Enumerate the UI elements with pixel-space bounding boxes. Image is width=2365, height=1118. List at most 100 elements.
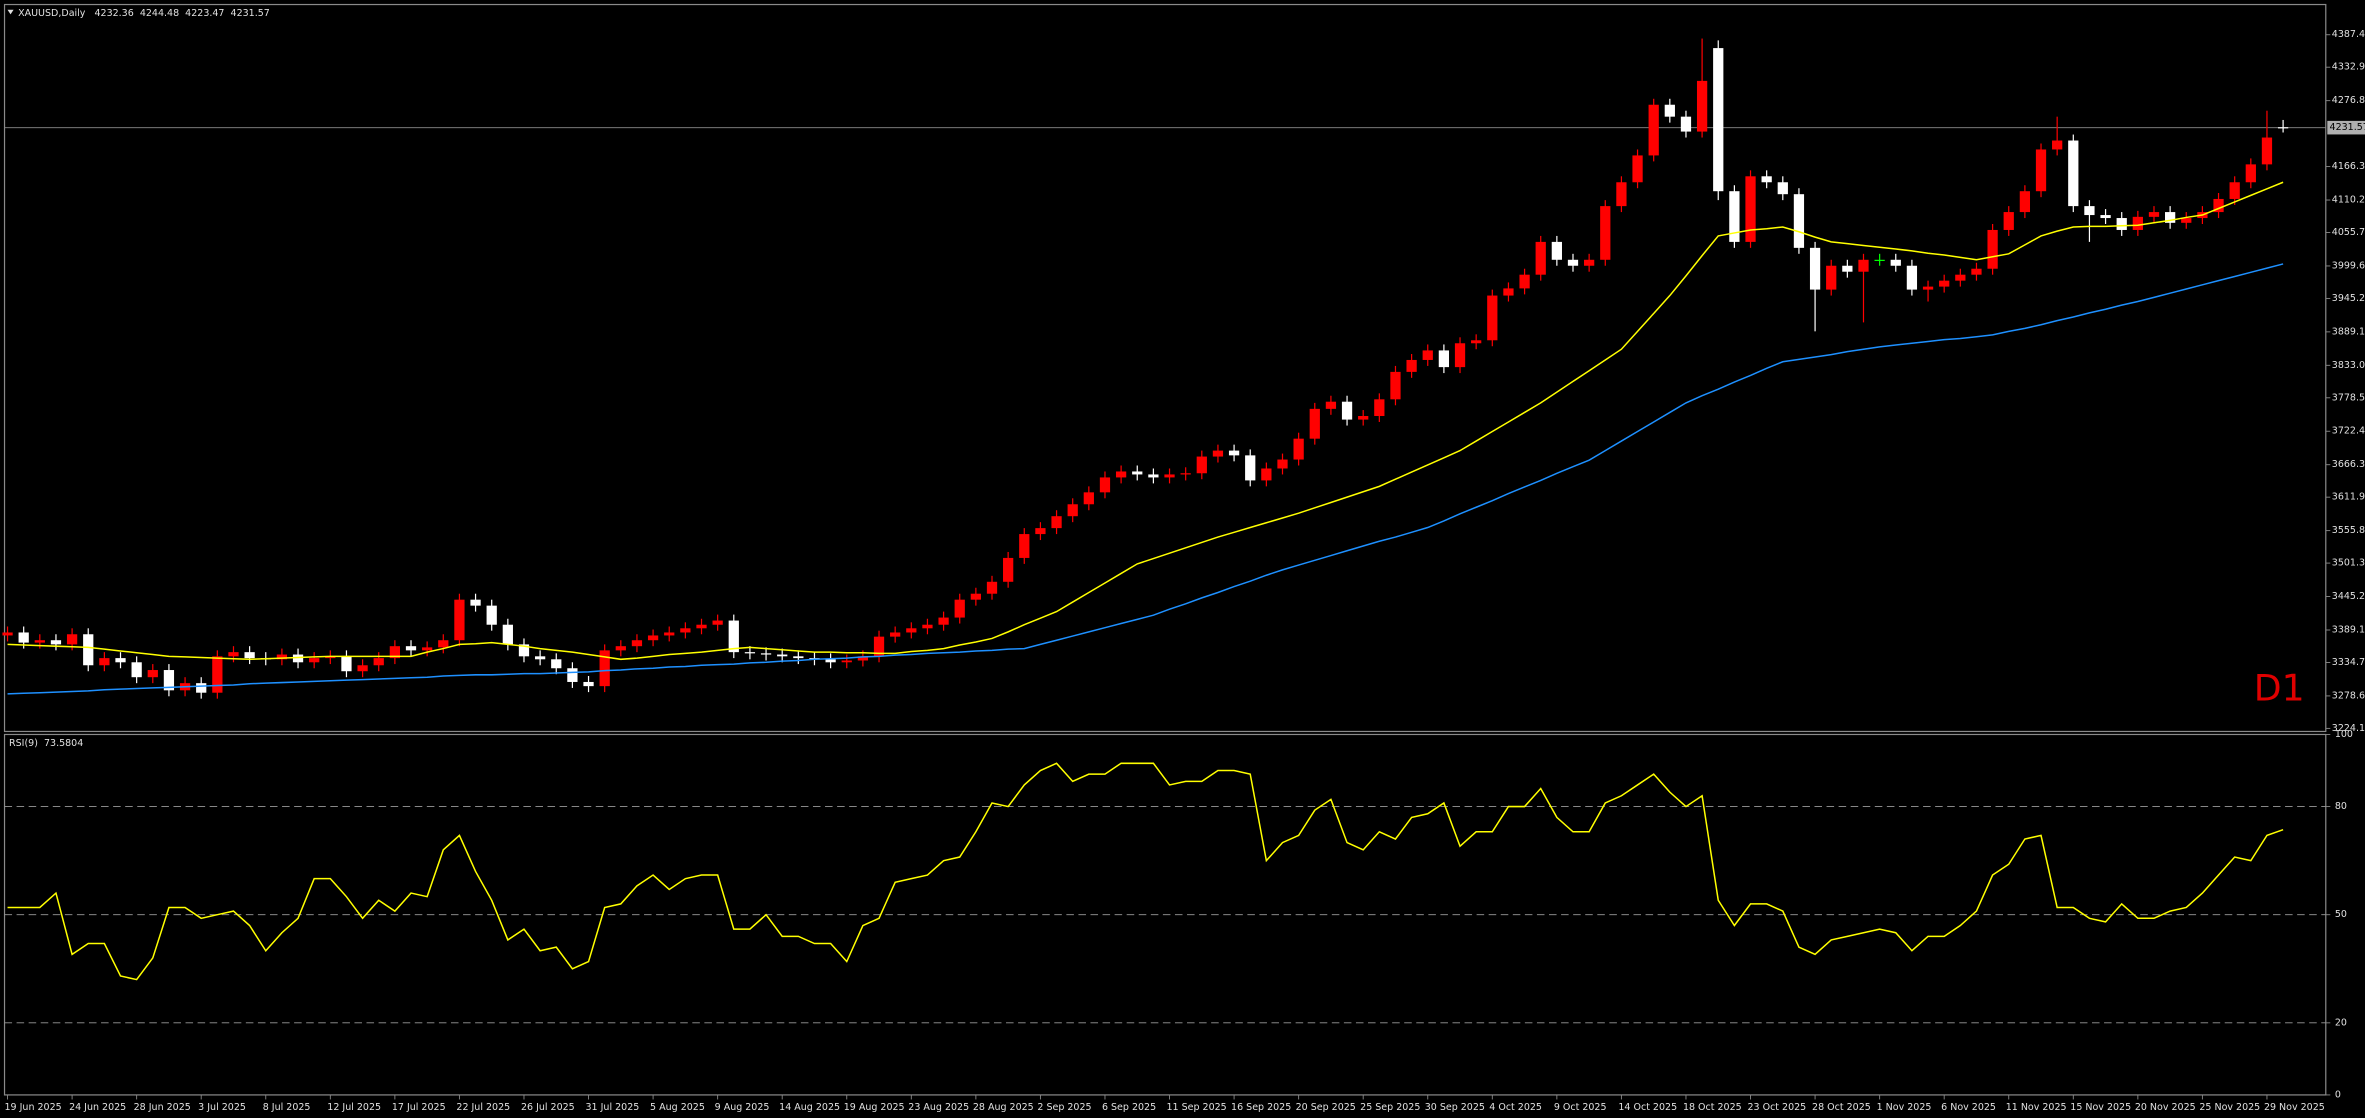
candle-body	[2003, 212, 2014, 230]
candle-body	[276, 654, 288, 660]
candle-body	[1955, 274, 1966, 281]
price-panel	[3, 3, 2327, 733]
x-tick-label: 11 Sep 2025	[1167, 1102, 1227, 1113]
x-tick-label: 23 Aug 2025	[908, 1102, 969, 1113]
candle-body	[83, 634, 94, 666]
candle-body	[502, 624, 513, 645]
candle-body	[1148, 474, 1159, 478]
price-tick-label: 3889.10	[2332, 326, 2365, 337]
candle-body	[986, 581, 998, 594]
menu-arrow[interactable]	[7, 9, 14, 15]
x-tick-label: 20 Nov 2025	[2135, 1102, 2196, 1113]
candle-body	[631, 640, 643, 647]
candle-body	[99, 658, 110, 666]
x-tick-label: 8 Jul 2025	[263, 1102, 311, 1113]
candle-body	[2068, 140, 2079, 207]
candle-body	[244, 652, 255, 659]
x-tick-label: 19 Jun 2025	[5, 1102, 62, 1113]
candle-body	[1067, 504, 1078, 517]
candle-body	[309, 658, 320, 663]
candle-body	[1777, 182, 1788, 195]
candle-body	[825, 659, 836, 663]
candle-body	[1115, 471, 1127, 478]
candle-body	[325, 656, 336, 659]
candle-body	[50, 640, 62, 645]
price-tick-label: 3666.35	[2332, 459, 2365, 470]
x-tick-label: 6 Sep 2025	[1102, 1102, 1156, 1113]
candle-body	[1696, 80, 1708, 132]
x-tick-label: 6 Nov 2025	[1941, 1102, 1996, 1113]
last-price-label: 4231.57	[2330, 122, 2365, 133]
price-tick-label: 3278.60	[2332, 690, 2365, 701]
candle-body	[389, 646, 400, 659]
price-tick-label: 3611.90	[2332, 492, 2365, 503]
x-tick-label: 15 Nov 2025	[2070, 1102, 2131, 1113]
candle-body	[1551, 241, 1562, 260]
candle-body	[1180, 473, 1191, 475]
candle-body	[890, 632, 901, 637]
x-tick-label: 18 Oct 2025	[1683, 1102, 1742, 1113]
x-tick-label: 28 Jun 2025	[134, 1102, 191, 1113]
candle-body	[567, 668, 578, 682]
candle-body	[1277, 459, 1288, 469]
candle-body	[970, 593, 981, 600]
candle-body	[1519, 274, 1530, 289]
x-tick-label: 22 Jul 2025	[456, 1102, 510, 1113]
x-tick-label: 14 Aug 2025	[779, 1102, 840, 1113]
price-tick-label: 3389.15	[2332, 624, 2365, 635]
candle-body	[422, 647, 433, 651]
candle-body	[647, 635, 659, 641]
candle-body	[2084, 206, 2095, 216]
x-tick-label: 2 Sep 2025	[1037, 1102, 1091, 1113]
candle-body	[2132, 216, 2143, 230]
x-tick-label: 9 Aug 2025	[715, 1102, 770, 1113]
candle-body	[357, 665, 368, 672]
candle-body	[1325, 401, 1337, 409]
candle-body	[1051, 516, 1062, 529]
x-tick-label: 25 Sep 2025	[1360, 1102, 1420, 1113]
candle-body	[66, 634, 78, 645]
candle-body	[1406, 359, 1417, 372]
candle-body	[922, 624, 933, 629]
rsi-tick-label: 80	[2335, 801, 2347, 812]
candle-body	[1632, 155, 1643, 183]
price-tick-label: 3555.80	[2332, 525, 2365, 536]
x-tick-label: 9 Oct 2025	[1554, 1102, 1607, 1113]
candle-body	[2035, 149, 2047, 192]
candle-body	[2148, 212, 2160, 217]
candle-body	[841, 660, 852, 663]
x-tick-label: 16 Sep 2025	[1231, 1102, 1291, 1113]
candle-body	[1309, 408, 1320, 439]
moving-average	[7, 181, 2284, 661]
x-tick-label: 1 Nov 2025	[1877, 1102, 1932, 1113]
candle-body	[2277, 127, 2289, 129]
x-tick-label: 24 Jun 2025	[69, 1102, 126, 1113]
price-tick-label: 4387.40	[2332, 29, 2365, 40]
candle-body	[938, 617, 949, 625]
candle-body	[728, 620, 739, 653]
candle-body	[664, 632, 675, 636]
x-tick-label: 17 Jul 2025	[392, 1102, 446, 1113]
candle-body	[470, 599, 481, 606]
candle-body	[1341, 401, 1353, 420]
candle-body	[1842, 265, 1853, 272]
candle-body	[1584, 259, 1595, 266]
x-tick-label: 31 Jul 2025	[586, 1102, 640, 1113]
price-tick-label: 3501.35	[2332, 558, 2365, 569]
price-tick-label: 3833.00	[2332, 360, 2365, 371]
candle-body	[551, 659, 562, 669]
candle-body	[2052, 140, 2063, 150]
candle-body	[1664, 104, 1675, 117]
x-tick-label: 25 Nov 2025	[2199, 1102, 2260, 1113]
candle-body	[583, 681, 594, 687]
price-tick-label: 3999.65	[2332, 260, 2365, 271]
candle-body	[2116, 218, 2127, 230]
candle-body	[2, 632, 13, 636]
candle-body	[228, 652, 239, 657]
candle-body	[1922, 286, 1934, 290]
candle-body	[2100, 215, 2111, 219]
candle-body	[2165, 212, 2176, 223]
candle-body	[163, 670, 175, 691]
candle-body	[131, 662, 142, 678]
